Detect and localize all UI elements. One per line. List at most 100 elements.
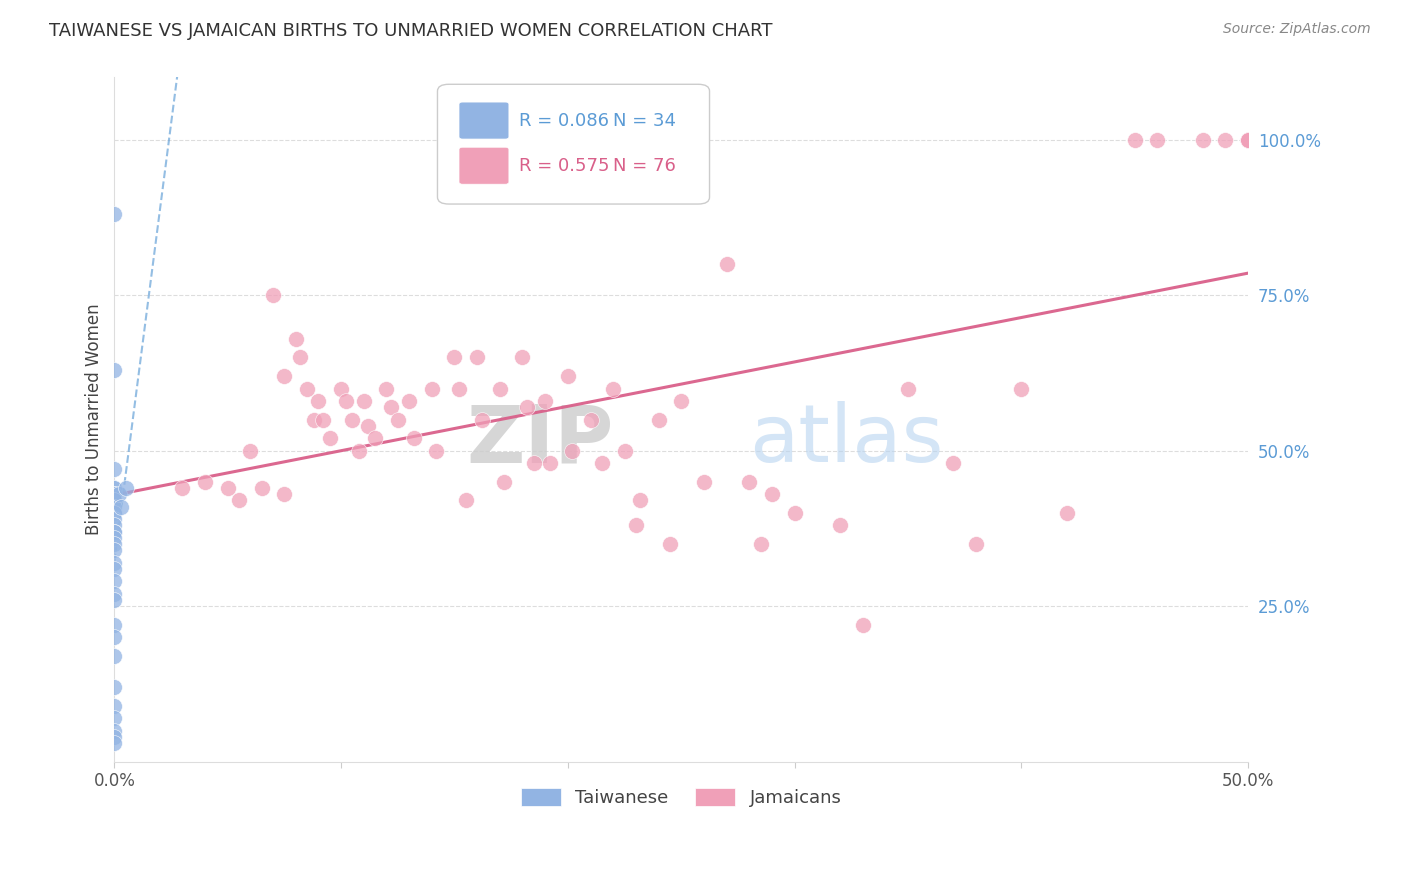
Point [103, 736, 125, 750]
Point [494, 475, 516, 489]
Point [103, 481, 125, 495]
Point [591, 456, 613, 470]
Point [512, 351, 534, 365]
Text: R = 0.575: R = 0.575 [519, 157, 610, 175]
Point [262, 288, 284, 302]
FancyBboxPatch shape [458, 102, 509, 139]
Point [172, 481, 194, 495]
Point [330, 382, 353, 396]
Point [851, 618, 873, 632]
Y-axis label: Births to Unmarried Women: Births to Unmarried Women [86, 304, 103, 535]
Point [447, 382, 470, 396]
Point [1056, 506, 1078, 520]
Point [103, 512, 125, 526]
Point [1237, 133, 1260, 147]
Point [103, 593, 125, 607]
Point [1010, 382, 1032, 396]
Point [738, 475, 761, 489]
Point [349, 443, 371, 458]
Point [103, 618, 125, 632]
Point [103, 487, 125, 501]
Point [103, 531, 125, 545]
Point [103, 500, 125, 514]
Point [783, 506, 806, 520]
Point [250, 481, 273, 495]
Legend: Taiwanese, Jamaicans: Taiwanese, Jamaicans [513, 780, 849, 814]
Point [613, 443, 636, 458]
Text: atlas: atlas [749, 401, 943, 479]
Point [307, 393, 329, 408]
Point [897, 382, 920, 396]
Point [103, 556, 125, 570]
Point [335, 393, 357, 408]
Point [103, 207, 125, 221]
Point [516, 400, 538, 414]
Point [669, 393, 692, 408]
Point [1237, 133, 1260, 147]
Point [103, 723, 125, 738]
Point [103, 481, 125, 495]
Point [342, 412, 364, 426]
Text: Source: ZipAtlas.com: Source: ZipAtlas.com [1223, 22, 1371, 37]
Point [194, 475, 217, 489]
Point [942, 456, 965, 470]
Point [761, 487, 783, 501]
Point [110, 500, 132, 514]
Point [103, 462, 125, 476]
Point [103, 587, 125, 601]
Point [103, 487, 125, 501]
Point [103, 506, 125, 520]
Point [103, 648, 125, 663]
Text: R = 0.086: R = 0.086 [519, 112, 609, 129]
Point [217, 481, 239, 495]
Point [561, 443, 583, 458]
Point [273, 487, 295, 501]
Point [1237, 133, 1260, 147]
Point [538, 456, 561, 470]
Point [471, 412, 494, 426]
Point [828, 518, 851, 533]
Point [103, 631, 125, 645]
Point [295, 382, 318, 396]
Text: N = 76: N = 76 [613, 157, 676, 175]
Point [402, 431, 425, 445]
Point [302, 412, 325, 426]
Point [1146, 133, 1168, 147]
Point [1191, 133, 1213, 147]
Point [319, 431, 342, 445]
Point [103, 680, 125, 694]
Point [398, 393, 420, 408]
FancyBboxPatch shape [437, 84, 710, 204]
Point [353, 393, 375, 408]
Point [108, 487, 131, 501]
Point [357, 418, 380, 433]
Point [465, 351, 488, 365]
Point [103, 698, 125, 713]
Text: TAIWANESE VS JAMAICAN BIRTHS TO UNMARRIED WOMEN CORRELATION CHART: TAIWANESE VS JAMAICAN BIRTHS TO UNMARRIE… [49, 22, 773, 40]
Point [1123, 133, 1146, 147]
Point [103, 518, 125, 533]
Point [523, 456, 546, 470]
Point [103, 711, 125, 725]
Point [103, 493, 125, 508]
Point [380, 400, 402, 414]
Point [103, 562, 125, 576]
Point [364, 431, 387, 445]
Point [103, 524, 125, 539]
Point [628, 493, 651, 508]
FancyBboxPatch shape [458, 147, 509, 184]
Point [228, 493, 250, 508]
Point [387, 412, 409, 426]
Text: ZIP: ZIP [465, 401, 613, 479]
Point [103, 574, 125, 589]
Point [239, 443, 262, 458]
Point [454, 493, 477, 508]
Point [114, 481, 136, 495]
Point [443, 351, 465, 365]
Point [965, 537, 987, 551]
Point [103, 363, 125, 377]
Point [284, 332, 307, 346]
Point [273, 369, 295, 384]
Point [103, 730, 125, 744]
Text: N = 34: N = 34 [613, 112, 676, 129]
